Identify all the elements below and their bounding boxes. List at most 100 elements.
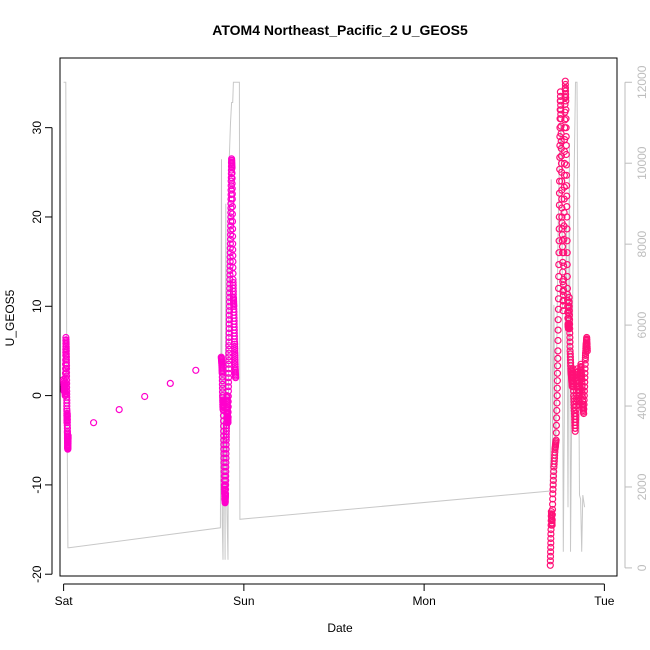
data-point (63, 402, 71, 410)
data-point (572, 412, 580, 420)
data-point (566, 325, 574, 333)
data-point (62, 365, 71, 373)
data-point (562, 133, 570, 141)
data-point (583, 338, 591, 346)
data-point (220, 454, 228, 462)
data-point (565, 316, 574, 324)
data-point (62, 336, 70, 344)
data-point (554, 347, 562, 355)
y-tick-label: 10 (30, 299, 44, 313)
data-point (562, 150, 570, 159)
data-point (552, 421, 561, 429)
data-point (547, 534, 555, 543)
data-point (566, 338, 574, 346)
y2-axis: 0 2000 4000 6000 8000 10000 12000 (624, 65, 649, 571)
x-axis-label: Date (327, 621, 353, 635)
data-point (228, 185, 236, 193)
data-point (141, 392, 149, 401)
data-point (225, 325, 233, 333)
data-point (62, 380, 71, 388)
data-point (549, 495, 557, 503)
series-layer (59, 77, 591, 569)
data-point (228, 164, 236, 172)
data-point (222, 476, 230, 484)
data-point (231, 347, 239, 355)
data-point (560, 171, 569, 179)
data-point (580, 396, 588, 404)
data-point (228, 217, 237, 225)
data-point (227, 186, 235, 194)
data-point (228, 203, 236, 211)
data-point (231, 351, 239, 359)
data-point (62, 368, 71, 377)
y-tick-label: 20 (30, 210, 44, 224)
y2-tick-label: 6000 (635, 311, 649, 338)
y2-tick-label: 8000 (635, 230, 649, 257)
y2-tick-label: 10000 (635, 146, 649, 180)
data-point (560, 249, 568, 257)
data-point (221, 490, 230, 498)
data-point (231, 356, 239, 364)
data-point (581, 374, 589, 382)
data-point (561, 116, 569, 124)
data-point (581, 365, 589, 373)
data-point (555, 177, 564, 185)
data-point (548, 521, 556, 529)
data-point (554, 354, 562, 362)
data-point (557, 110, 565, 118)
data-point (581, 369, 589, 377)
y-axis: -20 -10 0 10 20 30 (30, 121, 53, 583)
data-point (552, 436, 560, 444)
data-point (562, 124, 570, 132)
data-point (224, 374, 233, 382)
data-point (566, 342, 574, 351)
data-point (62, 340, 70, 348)
data-point (572, 406, 580, 414)
data-point (218, 380, 226, 388)
data-point (550, 467, 558, 476)
data-point (562, 93, 570, 102)
data-point (547, 543, 555, 552)
y-tick-label: 30 (30, 121, 44, 135)
data-point (580, 405, 588, 413)
data-point (62, 338, 70, 346)
data-point (229, 225, 237, 233)
data-point (222, 472, 230, 480)
data-point (232, 374, 240, 382)
data-point (231, 340, 239, 348)
data-point (225, 329, 233, 337)
data-point (222, 445, 230, 453)
data-point (62, 376, 71, 384)
data-point (547, 539, 555, 547)
data-point (561, 90, 570, 98)
data-point (562, 182, 571, 190)
y-tick-label: 0 (30, 392, 44, 399)
data-point (557, 137, 565, 145)
data-point (565, 311, 574, 319)
data-point (224, 397, 232, 406)
data-point (549, 476, 558, 484)
y-axis-label: U_GEOS5 (3, 289, 17, 346)
data-point (581, 356, 589, 364)
y2-tick-label: 4000 (635, 392, 649, 419)
data-point (581, 378, 589, 386)
data-point (231, 349, 239, 357)
data-point (548, 511, 556, 519)
y-tick-label: -10 (30, 476, 44, 494)
data-point (583, 336, 591, 344)
y2-tick-label: 2000 (635, 473, 649, 500)
data-point (557, 101, 565, 109)
data-point (229, 232, 237, 240)
data-point (228, 174, 236, 182)
data-point (565, 302, 573, 310)
altitude-line (63, 81, 586, 560)
y2-tick-label: 0 (635, 564, 649, 571)
data-point (581, 354, 590, 362)
data-point (222, 467, 230, 476)
plot-frame (59, 57, 618, 577)
data-point (223, 394, 231, 402)
data-point (62, 383, 71, 391)
data-point (228, 190, 236, 198)
data-point (548, 519, 556, 527)
data-point (552, 429, 560, 437)
